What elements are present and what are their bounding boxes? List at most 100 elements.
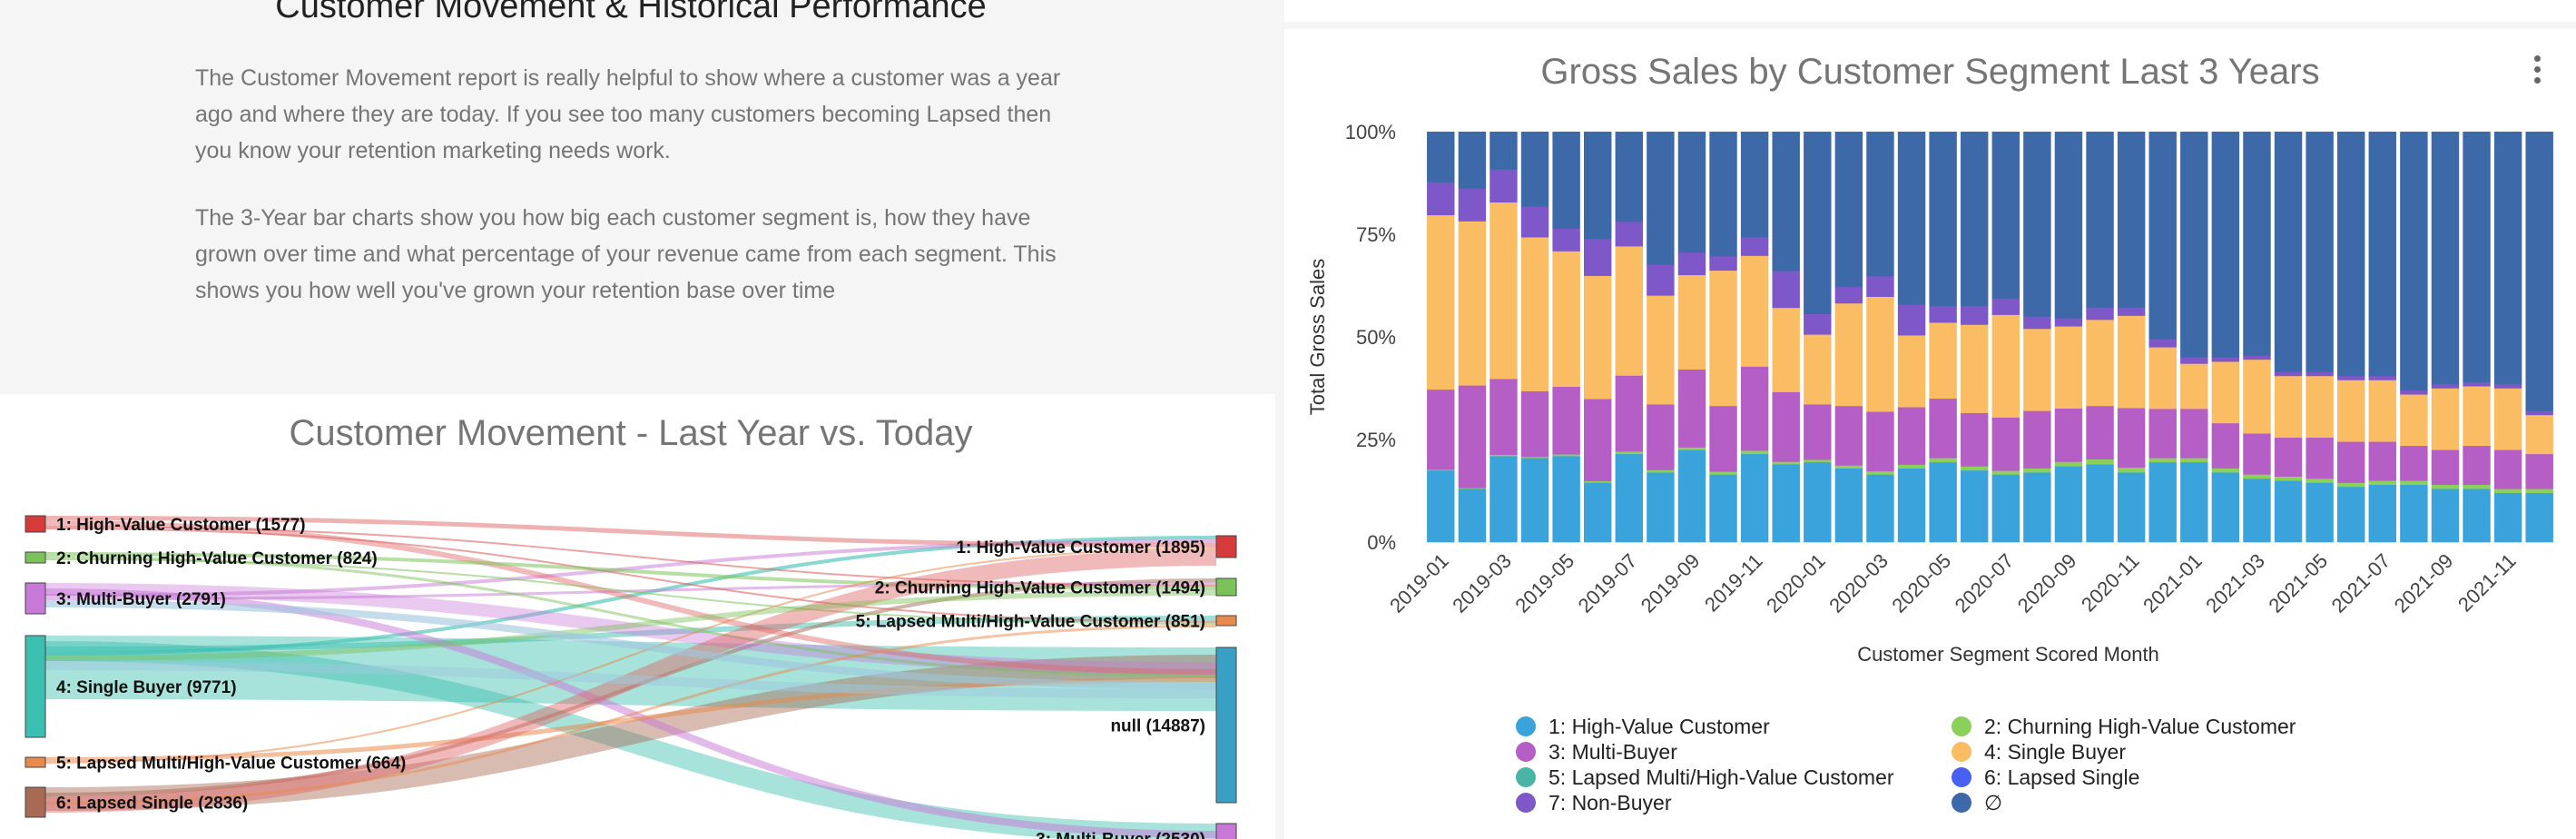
bar-segment: [1709, 255, 1737, 271]
bar-segment: [2054, 466, 2083, 543]
x-tick-label: 2019-07: [1574, 549, 1642, 617]
bar-segment: [1929, 458, 1957, 463]
bar-segment: [1709, 474, 1737, 543]
bar-segment: [1740, 132, 1769, 238]
sankey-chart[interactable]: 1: High-Value Customer (1577) 2: Churning…: [0, 394, 1275, 839]
bar-segment: [2274, 476, 2303, 481]
bar-segment: [2211, 361, 2240, 424]
sankey-node-left: [25, 515, 46, 533]
y-tick-label: 50%: [1356, 326, 1396, 349]
sankey-link: [44, 625, 1217, 804]
sankey-node-left: [25, 756, 46, 768]
bar-segment: [2117, 132, 2146, 308]
sankey-nodes: 1: High-Value Customer (1577) 2: Churning…: [25, 515, 1237, 839]
legend-item[interactable]: 5: Lapsed Multi/High-Value Customer: [1516, 765, 1894, 790]
bar-segment: [2054, 461, 2083, 467]
bar-segment: [1458, 132, 1487, 189]
legend-item[interactable]: 7: Non-Buyer: [1516, 790, 1672, 815]
sankey-node-right: [1215, 647, 1237, 804]
bar-segment: [1520, 458, 1549, 543]
sankey-link: [44, 556, 1217, 677]
bar-segment: [1897, 464, 1926, 469]
legend-item[interactable]: 3: Multi-Buyer: [1516, 739, 1677, 765]
legend-item[interactable]: ∅: [1952, 790, 2002, 815]
legend-item[interactable]: 2: Churning High-Value Customer: [1952, 714, 2296, 739]
bar-segment: [1991, 417, 2020, 471]
bar-segment: [2306, 375, 2334, 439]
bar-segment: [2306, 482, 2334, 543]
bar-segment: [1552, 456, 1580, 543]
top-card-strip: [1284, 0, 2576, 22]
gross-sales-bar-chart[interactable]: 0%25%50%75%100%Total Gross Sales2019-012…: [1284, 29, 2576, 839]
bar-segment: [1897, 407, 1926, 465]
x-tick-label: 2019-03: [1448, 549, 1516, 617]
x-tick-label: 2020-11: [2077, 549, 2144, 617]
intro-paragraph-2: The 3-Year bar charts show you how big e…: [195, 205, 1057, 303]
legend-swatch-icon: [1516, 716, 1536, 736]
bar-segment: [2493, 383, 2522, 389]
bar-segment: [2086, 132, 2114, 308]
bar-segment: [2148, 347, 2177, 410]
sankey-node-label-right: 1: High-Value Customer (1895): [956, 538, 1205, 558]
bar-segment: [2023, 328, 2051, 411]
sankey-link: [44, 600, 1217, 689]
legend-label: 3: Multi-Buyer: [1549, 740, 1677, 764]
bar-segment: [1647, 469, 1675, 473]
legend-label: 2: Churning High-Value Customer: [1984, 715, 2296, 738]
report-title: Customer Movement & Historical Performan…: [275, 0, 987, 25]
bar-segment: [1991, 474, 2020, 543]
sankey-node-label-right: 3: Multi-Buyer (2530): [1036, 831, 1205, 839]
bar-segment: [2243, 478, 2271, 543]
x-axis-title: Customer Segment Scored Month: [1857, 643, 2159, 666]
bar-segment: [2368, 480, 2397, 486]
sankey-link: [44, 578, 1217, 796]
bar-segment: [2525, 453, 2553, 489]
bar-segment: [2493, 489, 2522, 494]
bar-segment: [1615, 132, 1643, 222]
bar-segment: [1677, 132, 1706, 253]
bar-segment: [2023, 410, 2051, 469]
bar-segment: [1552, 454, 1580, 457]
chart-title: Gross Sales by Customer Segment Last 3 Y…: [1540, 52, 2320, 92]
bar-segment: [1960, 324, 1989, 413]
sankey-node-label-right: 2: Churning High-Value Customer (1494): [875, 579, 1205, 598]
x-tick-label: 2021-09: [2390, 549, 2458, 617]
sankey-link: [44, 520, 1217, 675]
bar-segment: [1834, 468, 1863, 543]
bar-segment: [1427, 469, 1455, 543]
bar-segment: [1929, 322, 1957, 400]
sankey-node-left: [25, 582, 46, 615]
legend-item[interactable]: 4: Single Buyer: [1952, 739, 2126, 765]
more-vert-icon[interactable]: [2528, 51, 2546, 94]
bar-segment: [1772, 271, 1800, 309]
bar-segment: [1991, 298, 2020, 315]
bar-segment: [1647, 295, 1675, 405]
bar-segment: [2525, 414, 2553, 455]
bar-segment: [1804, 459, 1832, 463]
sankey-link: [44, 677, 1217, 762]
y-tick-label: 75%: [1356, 223, 1396, 246]
bar-segment: [1647, 404, 1675, 470]
x-tick-label: 2019-05: [1510, 549, 1578, 617]
bar-segment: [2493, 449, 2522, 489]
bar-segment: [1552, 132, 1580, 229]
legend-label: 6: Lapsed Single: [1984, 765, 2140, 789]
bar-segment: [1709, 270, 1737, 407]
bar-chart-card: 0% 25% 50% 75% 100% Total Gross Sales 2019-01 2…: [1284, 29, 2576, 839]
bar-segment: [1866, 276, 1894, 297]
bar-segment: [2400, 394, 2428, 447]
bar-segment: [1834, 405, 1863, 466]
bar-segment: [1866, 474, 1894, 543]
legend-item[interactable]: 1: High-Value Customer: [1516, 714, 1770, 739]
bar-segment: [2023, 468, 2051, 473]
bar-segment: [2086, 405, 2114, 459]
legend-item[interactable]: 6: Lapsed Single: [1952, 765, 2139, 790]
bar-segment: [2306, 371, 2334, 377]
bar-segment: [2493, 492, 2522, 543]
x-tick-label: 2021-11: [2453, 549, 2521, 617]
bar-segment: [2525, 489, 2553, 494]
bar-segment: [2463, 489, 2491, 543]
bar-segment: [2463, 381, 2491, 387]
legend-label: 7: Non-Buyer: [1549, 791, 1672, 814]
y-axis-ticks: 0% 25% 50% 75% 100%: [1345, 121, 1396, 554]
